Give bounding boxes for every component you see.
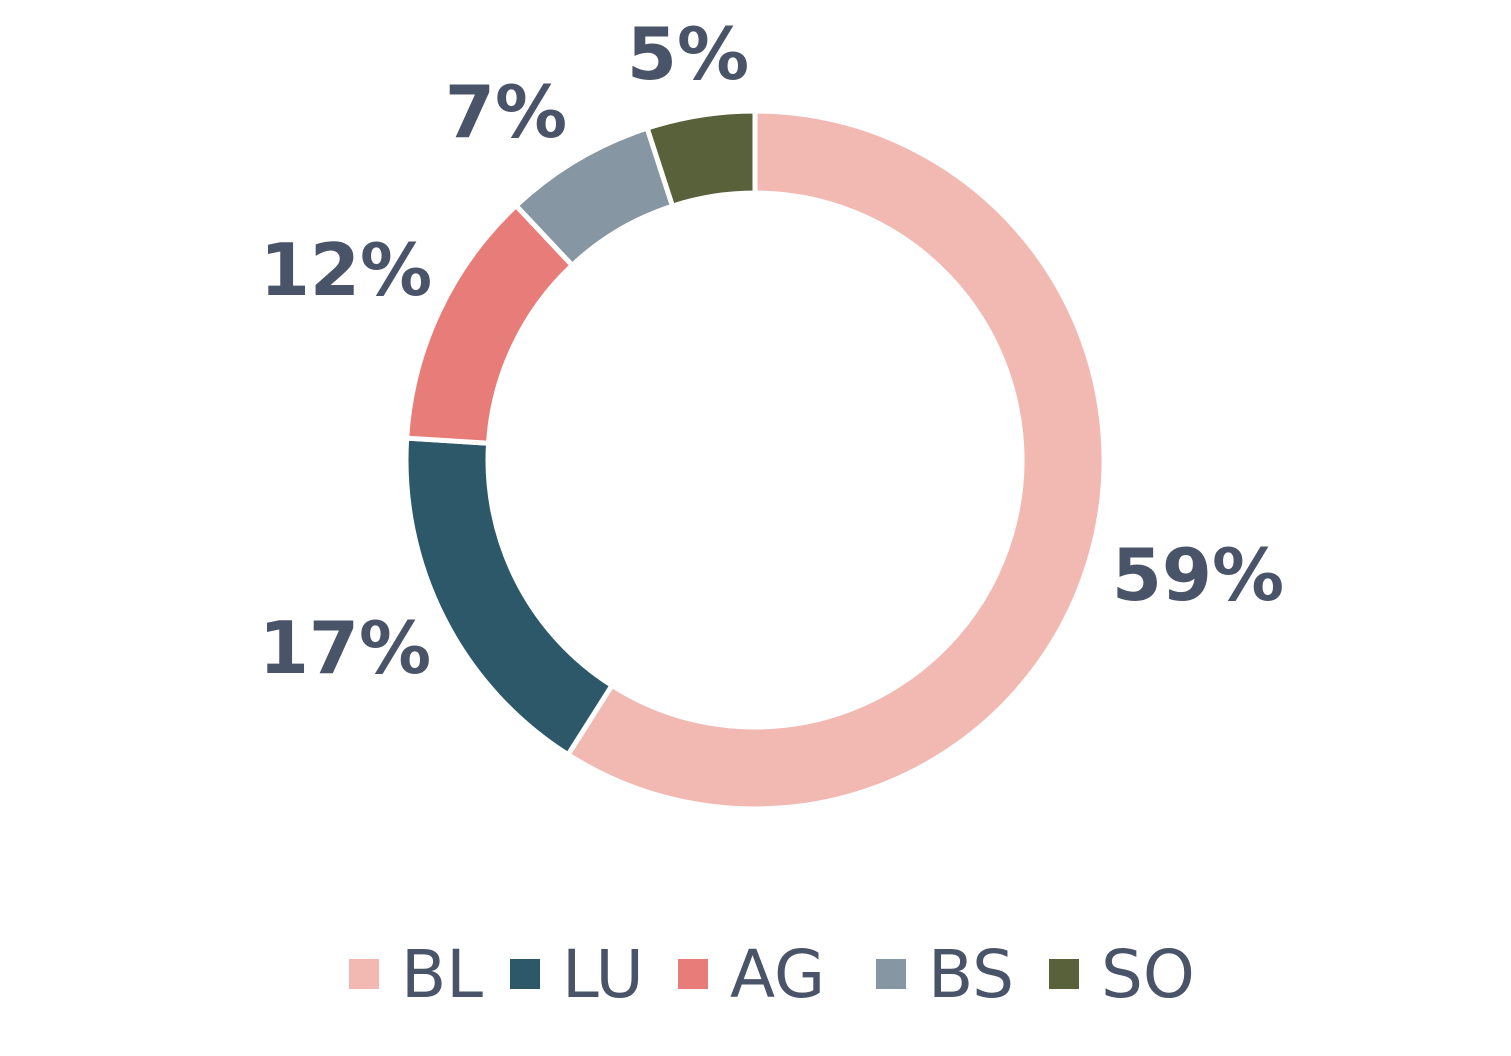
data-label-ag: 12% [260, 228, 432, 312]
legend-label-bl: BL [401, 936, 483, 1013]
data-label-so: 5% [627, 12, 749, 96]
legend-swatch-bs [876, 959, 906, 989]
data-label-lu: 17% [259, 606, 431, 690]
legend-label-lu: LU [562, 936, 644, 1013]
legend-label-so: SO [1101, 936, 1195, 1013]
slice-bl [564, 108, 1107, 812]
data-label-bs: 7% [445, 70, 567, 154]
legend-swatch-lu [510, 959, 540, 989]
data-labels: 59% 17% 12%7% 5% [259, 12, 1284, 690]
slice-lu [403, 435, 616, 759]
legend-label-bs: BS [928, 936, 1014, 1013]
donut-slices [403, 108, 1107, 812]
legend-swatch-bl [349, 959, 379, 989]
slice-so [644, 108, 758, 210]
legend-label-ag: AG [730, 936, 825, 1013]
data-label-bl: 59% [1112, 533, 1284, 617]
legend-swatch-ag [678, 959, 708, 989]
legend-swatch-so [1049, 959, 1079, 989]
legend: BL LU AG BS SO [349, 936, 1195, 1013]
